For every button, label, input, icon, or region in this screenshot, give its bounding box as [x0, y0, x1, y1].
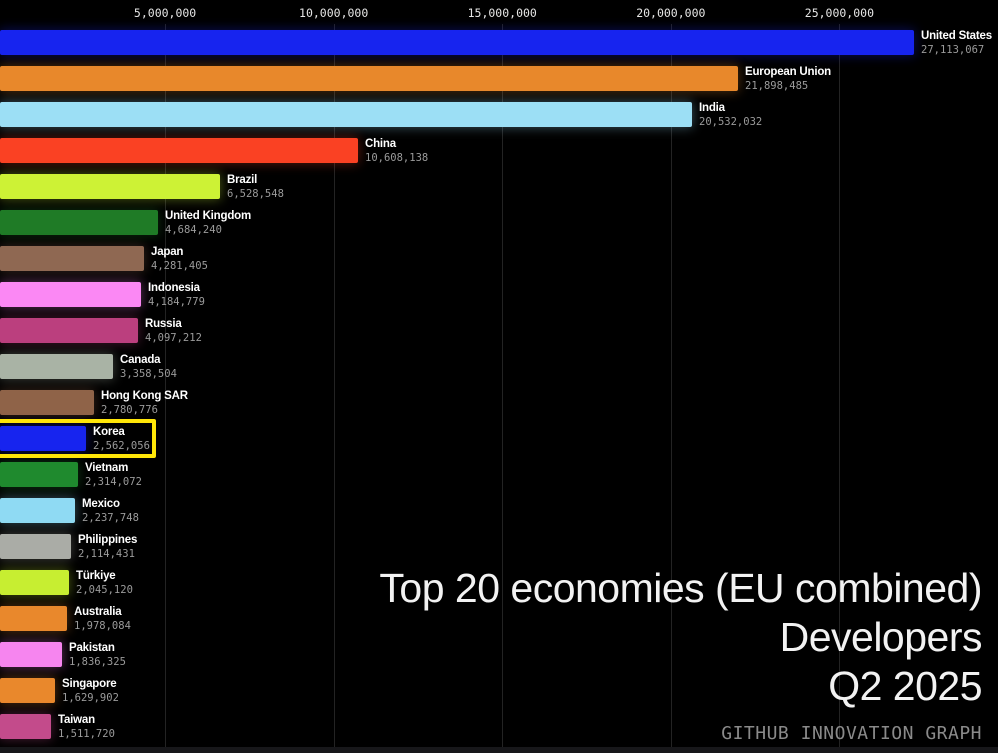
bar-country-name: Japan [151, 245, 184, 258]
bar-label: United Kingdom 4,684,240 [165, 210, 251, 236]
bar-canada [0, 353, 113, 379]
bar-label: Taiwan 1,511,720 [58, 714, 115, 740]
bar-value: 10,608,138 [365, 151, 429, 164]
bar-label: Vietnam 2,314,072 [85, 462, 142, 488]
bar-singapore [0, 677, 55, 703]
bar-country-name: India [699, 101, 725, 114]
bar-australia [0, 605, 67, 631]
bar-country-name: United Kingdom [165, 209, 251, 222]
bar-label: Mexico 2,237,748 [82, 498, 139, 524]
bar-value: 4,097,212 [145, 331, 202, 344]
bar-label: Korea 2,562,056 [93, 426, 150, 452]
bar-label: Japan 4,281,405 [151, 246, 208, 272]
bar-label: China 10,608,138 [365, 138, 428, 164]
bar-label: United States 27,113,067 [921, 30, 992, 56]
gridline [839, 24, 841, 747]
bar-united-kingdom [0, 209, 158, 235]
bar-label: Philippines 2,114,431 [78, 534, 137, 560]
bar-label: Singapore 1,629,902 [62, 678, 119, 704]
bar-value: 4,684,240 [165, 223, 222, 236]
x-axis-tick-label: 20,000,000 [636, 6, 706, 20]
bar-label: Türkiye 2,045,120 [76, 570, 133, 596]
bar-country-name: Vietnam [85, 461, 129, 474]
bar-label: Pakistan 1,836,325 [69, 642, 126, 668]
bar-value: 2,237,748 [82, 511, 139, 524]
bar-hong-kong-sar [0, 389, 94, 415]
bar-value: 2,114,431 [78, 547, 135, 560]
bar-indonesia [0, 281, 141, 307]
bar-japan [0, 245, 144, 271]
gridline [165, 24, 167, 747]
title-block: Top 20 economies (EU combined) Developer… [379, 564, 982, 744]
bar-country-name: European Union [745, 65, 832, 78]
bar-country-name: Indonesia [148, 281, 200, 294]
bar-country-name: Russia [145, 317, 182, 330]
bar-country-name: United States [921, 29, 992, 42]
source-label: GITHUB INNOVATION GRAPH [721, 723, 982, 744]
gridline [502, 24, 504, 747]
bar-country-name: Taiwan [58, 713, 95, 726]
bar-value: 2,780,776 [101, 403, 158, 416]
gridline [333, 24, 335, 747]
bar-label: Indonesia 4,184,779 [148, 282, 205, 308]
bar-china [0, 137, 358, 163]
bar-vietnam [0, 461, 78, 487]
bar-value: 4,281,405 [151, 259, 208, 272]
bar-label: India 20,532,032 [699, 102, 762, 128]
bar-mexico [0, 497, 75, 523]
bar-korea [0, 425, 86, 451]
bar-pakistan [0, 641, 62, 667]
bar-label: Canada 3,358,504 [120, 354, 177, 380]
bar-country-name: Türkiye [76, 569, 116, 582]
bar-label: Hong Kong SAR 2,780,776 [101, 390, 188, 416]
bar-value: 1,836,325 [69, 655, 126, 668]
x-axis-tick-label: 15,000,000 [467, 6, 537, 20]
bar-country-name: Hong Kong SAR [101, 389, 188, 402]
x-axis-tick-label: 10,000,000 [299, 6, 369, 20]
bar-country-name: Pakistan [69, 641, 115, 654]
bar-label: Russia 4,097,212 [145, 318, 202, 344]
bar-country-name: China [365, 137, 396, 150]
bar-india [0, 101, 692, 127]
bar-country-name: Philippines [78, 533, 138, 546]
bar-label: European Union 21,898,485 [745, 66, 831, 92]
gridline [670, 24, 672, 747]
chart-title: Top 20 economies (EU combined) [379, 565, 982, 611]
bar-country-name: Korea [93, 425, 125, 438]
bar-united-states [0, 29, 914, 55]
bar-russia [0, 317, 138, 343]
bar-value: 21,898,485 [745, 79, 809, 92]
bar-country-name: Mexico [82, 497, 120, 510]
bar-taiwan [0, 713, 51, 739]
bar-value: 1,629,902 [62, 691, 119, 704]
bar-label: Australia 1,978,084 [74, 606, 131, 632]
footer-strip [0, 747, 998, 753]
bar-value: 2,562,056 [93, 439, 150, 452]
bar-value: 20,532,032 [699, 115, 763, 128]
bar-value: 27,113,067 [921, 43, 985, 56]
bar-european-union [0, 65, 738, 91]
bar-philippines [0, 533, 71, 559]
bar-value: 6,528,548 [227, 187, 284, 200]
x-axis-tick-label: 5,000,000 [133, 6, 197, 20]
bar-value: 3,358,504 [120, 367, 177, 380]
bar-label: Brazil 6,528,548 [227, 174, 284, 200]
bar-value: 1,511,720 [58, 727, 115, 740]
bar-country-name: Brazil [227, 173, 258, 186]
chart-metric: Developers [779, 614, 983, 660]
bar-brazil [0, 173, 220, 199]
bar-country-name: Canada [120, 353, 161, 366]
bar-value: 4,184,779 [148, 295, 205, 308]
bar-value: 2,314,072 [85, 475, 142, 488]
chart-period: Q2 2025 [828, 663, 982, 709]
bar-country-name: Singapore [62, 677, 117, 690]
bar-country-name: Australia [74, 605, 122, 618]
bar-t-rkiye [0, 569, 69, 595]
bar-value: 2,045,120 [76, 583, 133, 596]
bar-value: 1,978,084 [74, 619, 131, 632]
x-axis-tick-label: 25,000,000 [804, 6, 875, 20]
